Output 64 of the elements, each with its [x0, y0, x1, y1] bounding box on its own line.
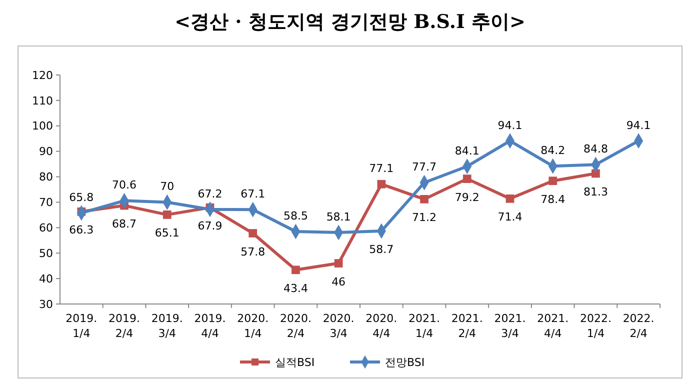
data-label: 70 [160, 180, 174, 194]
data-label: 70.6 [112, 178, 137, 192]
x-tick-label: 2021. 3/4 [494, 312, 526, 340]
y-tick-label: 50 [39, 246, 53, 260]
data-label: 46 [332, 275, 346, 288]
x-tick-label: 2020. 4/4 [366, 312, 398, 340]
data-label: 58.7 [369, 242, 394, 256]
data-label: 68.7 [112, 218, 137, 231]
x-tick-label: 2019. 2/4 [108, 312, 140, 340]
x-tick-label: 2019. 3/4 [151, 312, 183, 340]
point [592, 169, 600, 178]
data-label: 57.8 [240, 245, 266, 258]
data-label: 65.8 [69, 190, 94, 204]
data-label: 71.2 [412, 211, 437, 224]
data-label: 58.1 [326, 210, 351, 224]
y-tick-label: 110 [32, 94, 53, 108]
x-tick-label: 2019. 4/4 [194, 312, 226, 340]
data-label: 94.1 [626, 118, 651, 132]
data-label: 58.5 [283, 209, 308, 222]
data-label: 67.1 [240, 188, 266, 201]
point [420, 194, 428, 204]
y-tick-label: 90 [39, 145, 53, 158]
y-tick-label: 30 [39, 298, 53, 311]
point [506, 194, 514, 203]
data-label: 84.2 [540, 144, 566, 158]
x-tick-label: 2022. 2/4 [622, 312, 654, 340]
chart-title: <경산 · 청도지역 경기전망 B.S.I 추이> [174, 11, 526, 33]
y-tick-label: 100 [32, 120, 53, 133]
point [162, 210, 172, 219]
y-tick-label: 40 [39, 272, 53, 286]
x-tick-label: 2021. 4/4 [537, 312, 569, 340]
data-label: 79.2 [454, 190, 480, 204]
data-label: 78.4 [540, 192, 566, 206]
data-label: 43.4 [283, 282, 308, 295]
x-tick-label: 2020. 2/4 [280, 312, 312, 340]
legend-label: 전망BSI [385, 356, 425, 369]
data-label: 94.1 [498, 118, 522, 132]
data-label: 84.8 [583, 142, 608, 156]
y-tick-label: 80 [39, 170, 53, 184]
point [548, 176, 558, 186]
y-tick-label: 70 [39, 196, 53, 210]
legend-label: 실적BSI [275, 356, 315, 369]
point [248, 229, 258, 238]
data-label: 84.1 [454, 144, 480, 158]
point [334, 259, 343, 268]
data-label: 77.1 [369, 162, 394, 176]
data-label: 71.4 [498, 210, 522, 224]
data-label: 65.1 [154, 226, 180, 240]
x-tick-label: 2020. 1/4 [237, 312, 269, 340]
x-tick-label: 2021. 1/4 [408, 312, 440, 340]
data-label: 67.2 [198, 187, 222, 200]
x-tick-label: 2022. 1/4 [580, 312, 612, 340]
data-label: 67.9 [198, 220, 222, 233]
point [377, 180, 386, 188]
y-tick-label: 60 [39, 222, 53, 235]
x-tick-label: 2019. 1/4 [66, 312, 98, 340]
data-label: 77.7 [412, 160, 437, 174]
data-label: 66.3 [69, 224, 94, 237]
y-tick-label: 120 [32, 68, 53, 82]
point [462, 174, 472, 183]
point [292, 266, 300, 274]
data-label: 81.3 [583, 185, 608, 198]
x-tick-label: 2020. 3/4 [322, 312, 354, 340]
x-tick-label: 2021. 2/4 [451, 312, 483, 340]
